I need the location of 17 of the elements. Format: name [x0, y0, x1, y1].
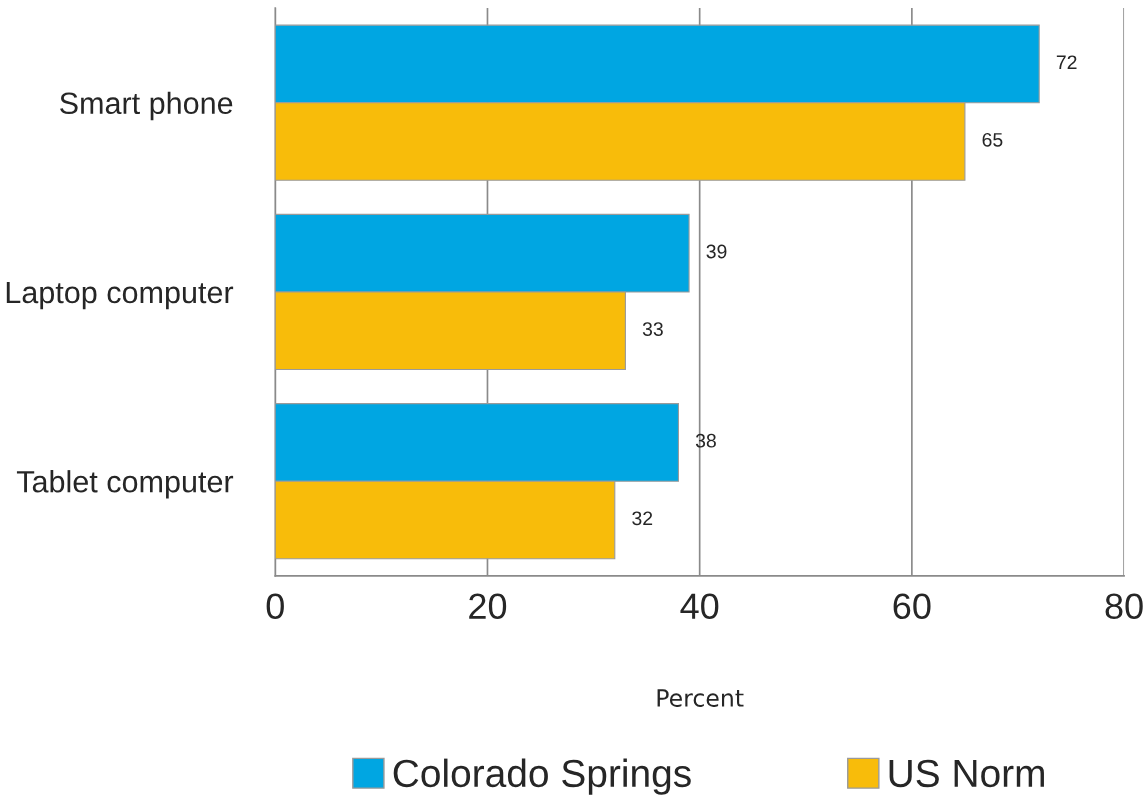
data-label: 33	[642, 322, 663, 336]
x-tick-label: 40	[680, 593, 719, 619]
data-label: 38	[695, 433, 716, 448]
data-label: 65	[982, 132, 1003, 147]
data-label: 72	[1056, 55, 1077, 69]
x-tick-label: 80	[1105, 593, 1143, 619]
y-tick-label: Smart phone	[60, 91, 233, 121]
x-axis-title: Percent	[657, 689, 744, 707]
data-label: 39	[706, 244, 727, 259]
data-label: 32	[632, 511, 653, 526]
y-tick-label: Laptop computer	[6, 282, 234, 310]
x-tick-label: 60	[893, 593, 931, 619]
y-tick-label: Tablet computer	[16, 470, 234, 499]
x-tick-label: 0	[266, 593, 284, 619]
legend-label: US Norm	[889, 759, 1044, 788]
legend-label: Colorado Springs	[393, 758, 691, 795]
x-tick-label: 20	[469, 593, 507, 619]
